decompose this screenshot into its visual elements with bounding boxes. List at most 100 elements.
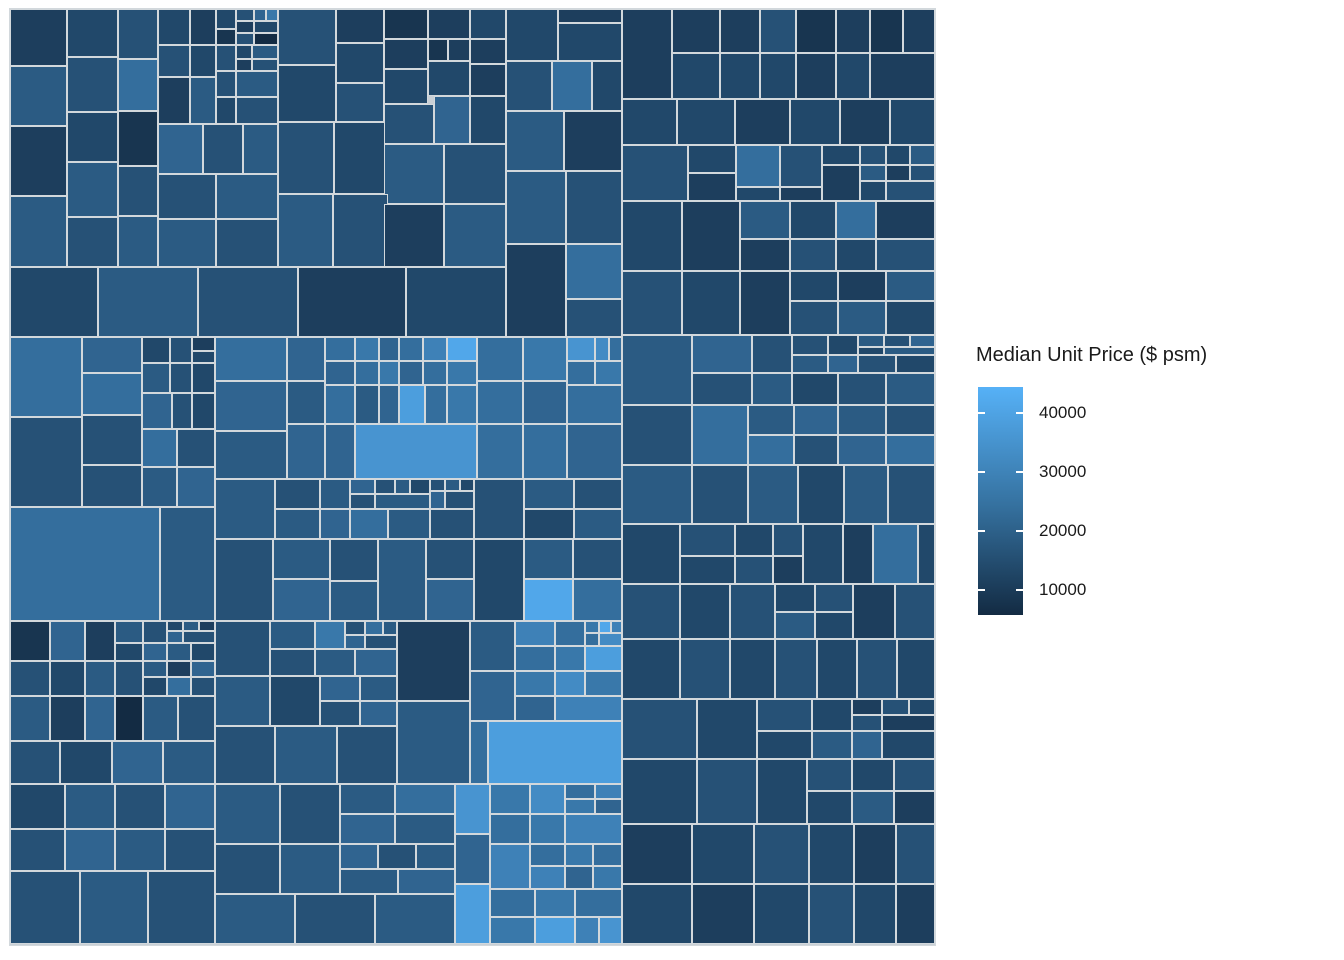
- treemap-tile: [158, 174, 216, 219]
- treemap-tile: [555, 621, 585, 646]
- treemap-tile: [470, 721, 488, 784]
- treemap-tile: [236, 45, 252, 59]
- treemap-tile: [384, 69, 428, 104]
- treemap-tile: [807, 759, 852, 791]
- treemap-tile: [574, 509, 622, 539]
- treemap-tile: [118, 166, 158, 216]
- treemap-tile: [336, 83, 384, 122]
- treemap-tile: [275, 726, 337, 784]
- treemap-tile: [85, 621, 115, 661]
- treemap-tile: [340, 869, 398, 894]
- treemap-tile: [243, 124, 278, 174]
- treemap-tile: [910, 165, 935, 181]
- treemap-tile: [10, 696, 50, 741]
- treemap-tile: [523, 381, 567, 424]
- treemap-tile: [506, 171, 566, 244]
- treemap-tile: [506, 61, 552, 111]
- treemap-tile: [350, 479, 375, 494]
- treemap-tile: [143, 696, 178, 741]
- treemap-tile: [672, 9, 720, 53]
- treemap-tile: [490, 917, 535, 944]
- treemap-tile: [216, 174, 278, 219]
- treemap-tile: [815, 584, 853, 612]
- treemap-tile: [67, 57, 118, 112]
- treemap-tile: [555, 696, 622, 721]
- treemap-tile: [692, 405, 748, 465]
- treemap-tile: [190, 77, 216, 124]
- treemap-tile: [191, 643, 215, 661]
- treemap-tile: [760, 53, 796, 99]
- treemap-tile: [558, 23, 622, 61]
- treemap-tile: [384, 144, 444, 204]
- treemap-tile: [688, 173, 736, 201]
- treemap-tile: [860, 145, 886, 165]
- treemap-tile: [82, 373, 142, 415]
- treemap-tile: [215, 894, 295, 944]
- treemap-tile: [280, 844, 340, 894]
- treemap-tile: [178, 696, 215, 741]
- treemap-tile: [82, 415, 142, 465]
- treemap-tile: [143, 643, 167, 661]
- treemap-tile: [852, 715, 882, 731]
- treemap-tile: [190, 9, 216, 45]
- treemap-tile: [160, 507, 215, 621]
- treemap-tile: [740, 239, 790, 271]
- treemap-tile: [697, 699, 757, 759]
- treemap-tile: [10, 126, 67, 196]
- treemap-tile: [860, 181, 886, 201]
- treemap-tile: [399, 337, 423, 361]
- treemap-tile: [287, 337, 325, 381]
- treemap-tile: [215, 784, 280, 844]
- treemap-tile: [65, 829, 115, 871]
- treemap-tile: [474, 539, 524, 621]
- treemap-tile: [740, 201, 790, 239]
- treemap-tile: [585, 633, 599, 646]
- treemap-tile: [215, 539, 273, 621]
- treemap-tile: [490, 814, 530, 844]
- treemap-tile: [320, 509, 350, 539]
- treemap-tile: [384, 39, 428, 69]
- treemap-tile: [775, 612, 815, 639]
- treemap-tile: [524, 539, 573, 579]
- treemap-tile: [395, 479, 410, 494]
- legend-tick-label: 10000: [1039, 580, 1087, 599]
- treemap-tile: [170, 337, 192, 363]
- treemap-tile: [622, 465, 692, 524]
- treemap-tile: [593, 844, 622, 866]
- treemap-tile: [142, 429, 177, 467]
- treemap-tile: [50, 661, 85, 696]
- treemap-tile: [215, 431, 287, 479]
- treemap-tile: [860, 165, 886, 181]
- treemap-tile: [470, 64, 506, 96]
- treemap-tile: [773, 556, 803, 584]
- treemap-tile: [886, 145, 910, 165]
- treemap-tile: [216, 219, 278, 267]
- treemap-tile: [428, 61, 470, 96]
- treemap-tile: [515, 646, 555, 671]
- treemap-tile: [192, 393, 215, 429]
- treemap-tile: [215, 479, 275, 539]
- treemap-tile: [455, 884, 490, 944]
- treemap-tile: [345, 635, 365, 649]
- treemap-tile: [167, 677, 191, 696]
- treemap-tile: [910, 145, 935, 165]
- treemap-tile: [50, 696, 85, 741]
- treemap-tile: [330, 581, 378, 621]
- treemap-tile: [530, 784, 565, 814]
- treemap-tile: [142, 337, 170, 363]
- treemap-tile: [573, 579, 622, 621]
- treemap-tile: [555, 646, 585, 671]
- treemap-tile: [506, 111, 564, 171]
- treemap-tile: [399, 361, 423, 385]
- treemap-tile: [822, 165, 860, 201]
- treemap-tile: [886, 165, 910, 181]
- treemap-tile: [266, 9, 278, 21]
- treemap-tile: [828, 355, 858, 373]
- treemap-tile: [688, 145, 736, 173]
- treemap-tile: [692, 824, 754, 884]
- treemap-tile: [10, 196, 67, 267]
- treemap-tile: [379, 337, 399, 361]
- treemap-tile: [836, 53, 870, 99]
- treemap-tile: [853, 584, 895, 639]
- treemap-tile: [828, 335, 858, 355]
